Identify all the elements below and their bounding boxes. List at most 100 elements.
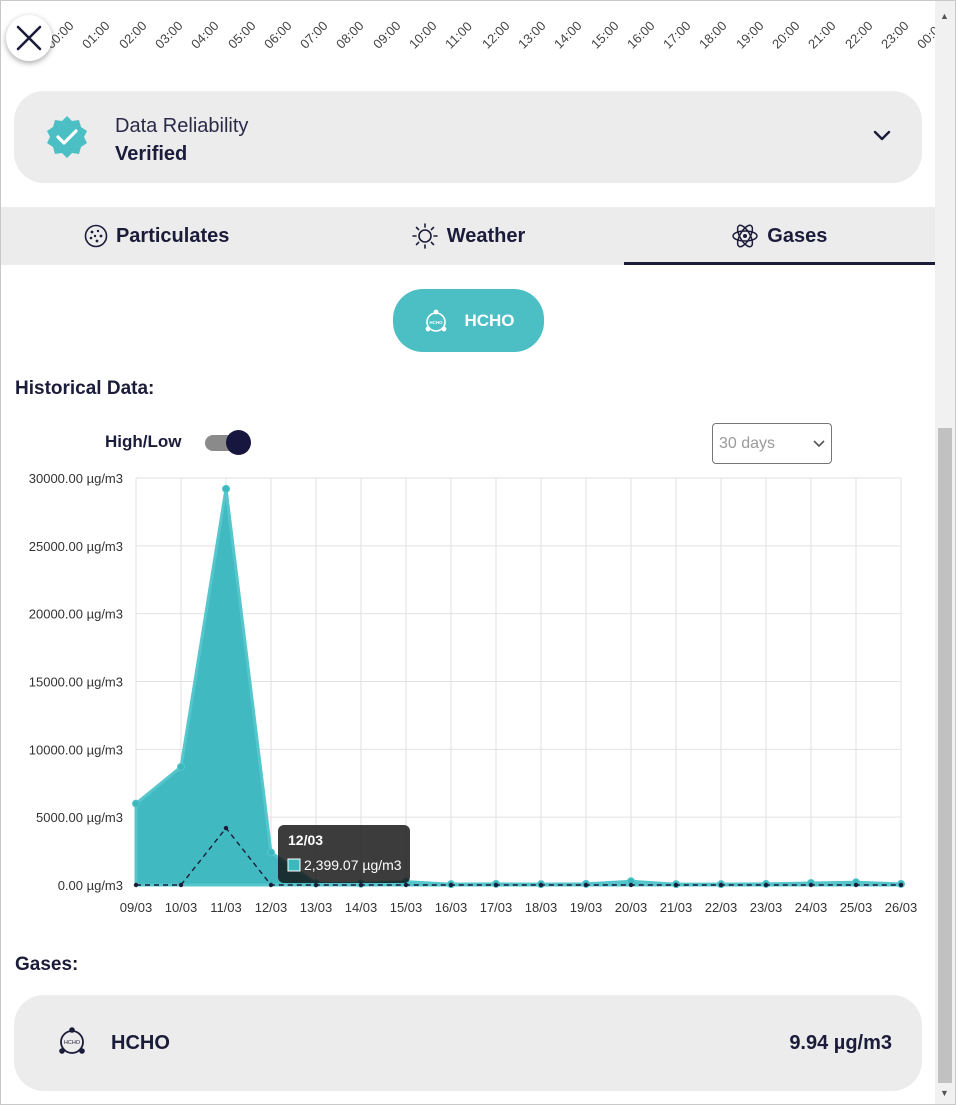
low-series-point: [133, 882, 139, 888]
atom-icon: [732, 224, 759, 248]
verified-badge-icon: [47, 116, 87, 158]
svg-text:HCHO: HCHO: [64, 1040, 81, 1046]
low-series-point: [178, 882, 184, 888]
x-tick-label: 12/03: [255, 900, 288, 915]
scrollbar[interactable]: ▲ ▼: [935, 1, 955, 1104]
x-tick-label: 19/03: [570, 900, 603, 915]
hour-tick: 02:00: [115, 17, 150, 52]
low-series-point: [808, 882, 814, 888]
x-tick-label: 23/03: [750, 900, 783, 915]
low-series-point: [853, 882, 859, 888]
low-series-point: [223, 825, 229, 831]
low-series-point: [493, 882, 499, 888]
hour-tick: 06:00: [260, 17, 295, 52]
close-icon: [16, 25, 42, 51]
chevron-down-icon: [813, 439, 825, 447]
low-series-point: [583, 882, 589, 888]
hour-tick: 03:00: [151, 17, 186, 52]
reliability-label: Data Reliability: [115, 115, 249, 137]
tab-particulates[interactable]: Particulates: [1, 207, 312, 265]
tab-bar: Particulates Weather Gases: [1, 207, 936, 265]
hour-tick: 16:00: [623, 17, 658, 52]
hour-tick: 14:00: [551, 17, 585, 52]
chart-x-axis: 09/03 10/03 11/03 12/03 13/03 14/03 15/03 16/03…: [120, 900, 918, 915]
low-series-point: [673, 882, 679, 888]
x-tick-label: 26/03: [885, 900, 918, 915]
hour-tick: 22:00: [841, 17, 876, 52]
x-tick-label: 25/03: [840, 900, 873, 915]
low-series-point: [898, 882, 904, 888]
y-tick-label: 20000.00 µg/m3: [29, 607, 123, 622]
y-tick-label: 30000.00 µg/m3: [29, 471, 123, 486]
hour-tick: 07:00: [297, 17, 331, 52]
hour-tick: 08:00: [333, 17, 368, 52]
x-tick-label: 13/03: [300, 900, 333, 915]
x-tick-label: 16/03: [435, 900, 468, 915]
x-tick-label: 10/03: [165, 900, 198, 915]
historical-data-title: Historical Data:: [15, 378, 155, 399]
high-series-point: [267, 848, 275, 857]
reliability-card[interactable]: Data Reliability Verified: [14, 91, 922, 183]
hour-tick: 19:00: [732, 17, 767, 52]
low-series-point: [448, 882, 454, 888]
hour-tick: 13:00: [514, 17, 549, 52]
particulates-icon: [84, 224, 108, 248]
historical-chart[interactable]: 30000.00 µg/m3 25000.00 µg/m3 20000.00 µg/…: [1, 461, 935, 921]
hour-tick: 05:00: [224, 17, 259, 52]
low-series-point: [538, 882, 544, 888]
hour-tick: 04:00: [188, 17, 222, 52]
scroll-thumb[interactable]: [938, 428, 952, 1083]
high-series-point: [222, 484, 230, 493]
tooltip-value: 2,399.07 µg/m3: [304, 857, 402, 873]
high-low-toggle[interactable]: [205, 430, 253, 456]
y-tick-label: 0.00 µg/m3: [58, 878, 123, 893]
scroll-down-arrow[interactable]: ▼: [940, 1088, 949, 1098]
hour-tick: 18:00: [696, 17, 731, 52]
hour-tick: 17:00: [660, 17, 694, 52]
toggle-knob: [226, 430, 251, 455]
chart-y-axis: 30000.00 µg/m3 25000.00 µg/m3 20000.00 µg/…: [29, 471, 123, 893]
gas-pill-label: HCHO: [464, 310, 515, 330]
gas-selector-hcho[interactable]: HCHO HCHO: [393, 289, 544, 352]
tooltip-title: 12/03: [288, 832, 323, 848]
hcho-icon: HCHO: [426, 309, 447, 332]
x-tick-label: 14/03: [345, 900, 378, 915]
hour-tick: 11:00: [442, 18, 476, 52]
range-select-value: 30 days: [719, 434, 776, 452]
chart-tooltip: 12/03 2,399.07 µg/m3: [278, 825, 410, 883]
range-select[interactable]: 30 days: [712, 423, 832, 464]
sun-icon: [411, 223, 438, 249]
close-button[interactable]: [6, 15, 52, 61]
low-series-point: [358, 882, 364, 888]
x-tick-label: 22/03: [705, 900, 738, 915]
hour-tick: 15:00: [587, 17, 622, 52]
chevron-down-icon[interactable]: [872, 129, 892, 143]
gas-card-name: HCHO: [111, 1032, 170, 1054]
hour-tick: 01:00: [79, 17, 113, 52]
gases-title: Gases:: [15, 954, 79, 975]
x-tick-label: 24/03: [795, 900, 828, 915]
hour-axis: 00:00 01:00 02:00 03:00 04:00 05:00 06:00 07:00…: [41, 1, 948, 71]
y-tick-label: 5000.00 µg/m3: [36, 810, 123, 825]
tooltip-box: [278, 825, 410, 883]
hour-tick: 21:00: [805, 17, 839, 52]
low-series-point: [403, 882, 409, 888]
hour-tick: 20:00: [769, 17, 803, 52]
tab-weather[interactable]: Weather: [312, 207, 623, 265]
low-series-point: [718, 882, 724, 888]
high-series-point: [177, 762, 185, 771]
gas-card-hcho[interactable]: HCHO HCHO 9.94 µg/m3: [14, 995, 922, 1091]
tab-gases[interactable]: Gases: [623, 207, 936, 265]
x-tick-label: 20/03: [615, 900, 648, 915]
svg-text:HCHO: HCHO: [430, 320, 444, 325]
tab-weather-label: Weather: [446, 224, 526, 247]
reliability-value: Verified: [115, 143, 188, 165]
y-tick-label: 10000.00 µg/m3: [29, 742, 123, 757]
y-tick-label: 25000.00 µg/m3: [29, 539, 123, 554]
tab-particulates-label: Particulates: [115, 224, 230, 247]
low-series-point: [763, 882, 769, 888]
hour-tick: 23:00: [877, 17, 912, 52]
scroll-up-arrow[interactable]: ▲: [940, 11, 949, 21]
low-series-point: [268, 882, 274, 888]
low-series-point: [313, 882, 319, 888]
